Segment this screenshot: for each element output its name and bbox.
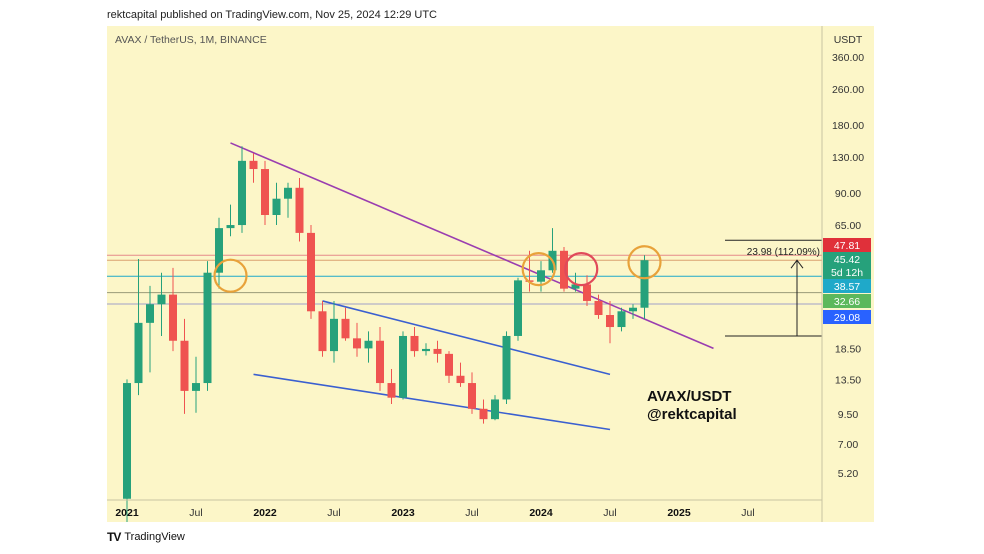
candle-body <box>594 300 603 315</box>
candle-body <box>410 335 419 352</box>
candle-body <box>284 187 292 199</box>
candle-body <box>445 353 453 376</box>
price-label-text: 45.42 <box>834 254 860 266</box>
plot-background <box>107 26 874 522</box>
footer: TV TradingView <box>107 530 185 544</box>
y-tick-label: 260.00 <box>832 84 864 96</box>
candle-body <box>249 160 258 170</box>
candle-body <box>617 311 626 328</box>
candle-body <box>456 375 465 384</box>
y-tick-label: 5.20 <box>838 468 859 480</box>
y-tick-label: 90.00 <box>835 188 861 200</box>
candle-body <box>353 338 361 349</box>
candle-body <box>330 318 338 352</box>
y-tick-label: 13.50 <box>835 374 861 386</box>
footer-brand: TradingView <box>124 531 185 543</box>
candle-body <box>433 348 442 354</box>
candle-body <box>180 340 189 391</box>
y-tick-label: 130.00 <box>832 152 864 164</box>
candle-body <box>640 260 649 308</box>
highlight-circle <box>627 245 662 280</box>
y-tick-label: 9.50 <box>838 409 859 421</box>
candle-body <box>146 304 154 323</box>
candle-body <box>629 307 637 312</box>
highlight-circle <box>521 251 556 287</box>
chart-frame[interactable]: 23.98 (112.09%) 360.00 260.00 180.00 130.00… <box>107 26 874 534</box>
candle-body <box>307 232 315 312</box>
y-tick-label: 65.00 <box>835 220 861 232</box>
candle-body <box>272 198 281 216</box>
x-tick-label: 2025 <box>667 507 691 519</box>
candle-body <box>571 284 580 289</box>
candle-body <box>226 225 235 229</box>
candle-body <box>341 318 350 339</box>
candle-body <box>468 383 476 409</box>
x-tick-label: 2022 <box>253 507 277 519</box>
candle-body <box>261 169 269 216</box>
price-label-text: 47.81 <box>834 240 860 252</box>
candlestick-chart[interactable]: 23.98 (112.09%) 360.00 260.00 180.00 130.00… <box>107 26 874 534</box>
candle-body <box>583 284 591 301</box>
candle-body <box>134 322 143 384</box>
y-tick-label: 360.00 <box>832 52 864 64</box>
x-tick-label: 2021 <box>115 507 139 519</box>
price-label-badge <box>823 294 871 308</box>
y-axis-title: USDT <box>834 34 863 46</box>
candle-body <box>502 335 511 400</box>
candle-body <box>537 270 545 282</box>
x-tick-label: Jul <box>327 507 340 519</box>
candle-body <box>157 294 166 305</box>
measure-arrow-head <box>790 259 804 269</box>
candle-body <box>514 280 522 336</box>
x-tick-label: Jul <box>189 507 202 519</box>
candle-body <box>318 311 327 352</box>
candle-body <box>560 250 568 289</box>
price-label-text: 29.08 <box>834 312 860 324</box>
symbol-line: AVAX / TetherUS, 1M, BINANCE <box>115 34 267 46</box>
trendline <box>253 373 611 431</box>
tradingview-logo-icon: TV <box>107 530 121 544</box>
watermark-pair: AVAX/USDT <box>647 388 731 405</box>
candle-body <box>376 340 384 384</box>
y-tick-label: 18.50 <box>835 343 861 355</box>
candle-body <box>123 383 131 499</box>
price-label-badge <box>823 310 871 324</box>
candle-body <box>169 294 177 341</box>
candle-body <box>295 187 304 233</box>
x-tick-label: 2023 <box>391 507 415 519</box>
measure-label: 23.98 (112.09%) <box>747 247 820 258</box>
candle-body <box>387 383 396 398</box>
price-label-text: 5d 12h <box>831 267 863 279</box>
y-tick-label: 180.00 <box>832 120 864 132</box>
candle-body <box>606 314 614 328</box>
price-label-text: 32.66 <box>834 296 860 308</box>
highlight-circle <box>213 258 248 293</box>
price-label-badge <box>823 238 871 252</box>
candle-body <box>203 272 212 384</box>
highlight-circle <box>564 251 599 287</box>
candle-body <box>192 383 200 391</box>
candle-body <box>491 399 499 420</box>
trendline <box>322 300 611 376</box>
candle-body <box>215 228 223 273</box>
x-tick-label: Jul <box>465 507 478 519</box>
candle-body <box>422 348 430 352</box>
price-label-badge <box>823 252 871 266</box>
x-tick-label: 2024 <box>529 507 553 519</box>
y-tick-label: 7.00 <box>838 439 859 451</box>
candle-body <box>479 408 488 420</box>
candle-body <box>238 160 246 226</box>
candle-body <box>399 335 407 398</box>
price-label-badge <box>823 279 871 293</box>
publish-header: rektcapital published on TradingView.com… <box>107 9 437 21</box>
price-label-text: 38.57 <box>834 281 860 293</box>
x-tick-label: Jul <box>603 507 616 519</box>
watermark-handle: @rektcapital <box>647 406 737 423</box>
price-label-badge <box>823 265 871 279</box>
x-tick-label: Jul <box>741 507 754 519</box>
candle-body <box>364 340 373 349</box>
